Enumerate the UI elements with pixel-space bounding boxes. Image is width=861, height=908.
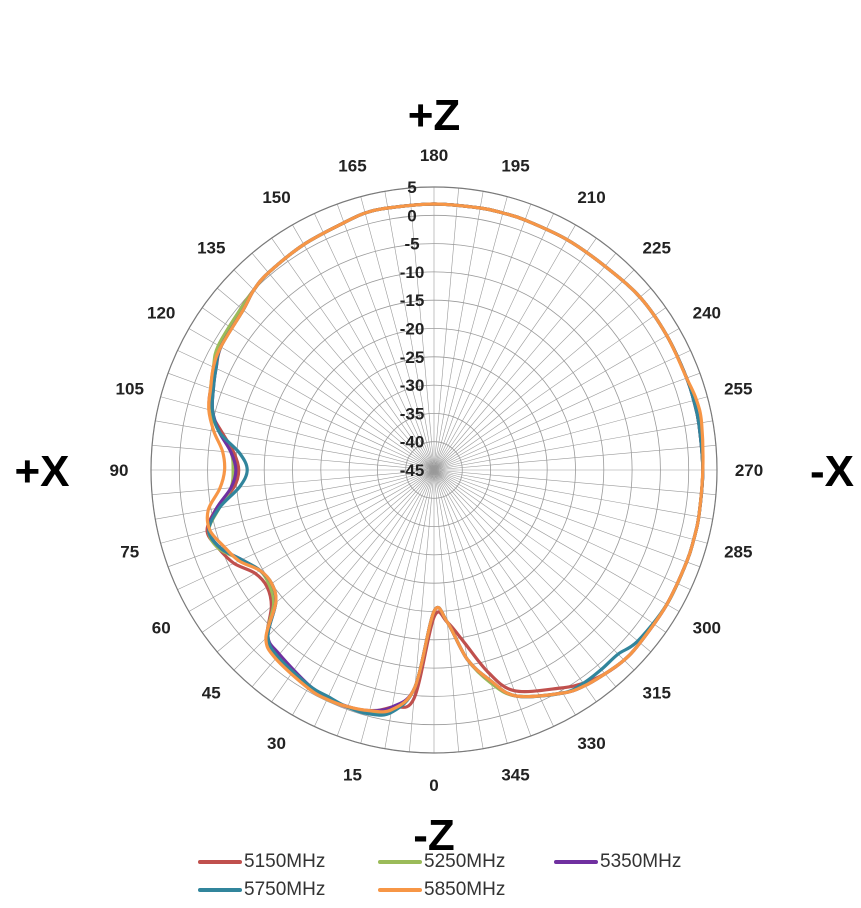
radial-tick-label: -35: [400, 404, 425, 423]
angle-tick-label: 225: [643, 238, 671, 257]
angle-tick-label: 30: [267, 734, 286, 753]
angle-tick-label: 270: [735, 461, 763, 480]
angle-tick-label: 255: [724, 379, 752, 398]
radial-tick-label: -15: [400, 291, 425, 310]
radial-tick-label: -10: [400, 263, 425, 282]
legend-entry: 5250MHz: [378, 850, 505, 874]
outer-ring: [150, 186, 718, 754]
legend-entry: 5750MHz: [198, 878, 325, 902]
angle-tick-label: 150: [262, 188, 290, 207]
radial-tick-label: -40: [400, 433, 425, 452]
radial-tick-label: -20: [400, 320, 425, 339]
grid-ring: [263, 299, 605, 641]
angle-tick-label: 45: [202, 684, 221, 703]
angle-tick-label: 90: [110, 461, 129, 480]
top-axis-label: +Z: [408, 91, 461, 140]
legend-swatch: [554, 860, 598, 864]
angle-tick-label: 15: [343, 765, 362, 784]
radial-tick-label: -5: [404, 235, 419, 254]
angle-tick-label: 195: [501, 157, 529, 176]
angle-tick-label: 135: [197, 238, 225, 257]
legend-entry: 5350MHz: [554, 850, 681, 874]
grid-ring: [207, 243, 661, 697]
angle-tick-label: 165: [338, 157, 366, 176]
angle-tick-label: 300: [693, 619, 721, 638]
series-line-5850MHz: [205, 202, 705, 714]
legend-label: 5150MHz: [244, 851, 326, 872]
angle-tick-label: 120: [147, 304, 175, 323]
bottom-axis-label: -Z: [413, 811, 455, 860]
legend-label: 5750MHz: [244, 879, 326, 900]
legend-swatch: [198, 860, 242, 864]
radial-tick-label: -30: [400, 376, 425, 395]
angle-labels: 0 15 30 45 60 75 90 105 120 135 150 165 180 195 210 225…: [110, 146, 764, 795]
grid-ring: [405, 441, 463, 499]
angle-tick-label: 105: [116, 379, 144, 398]
radial-tick-labels: 5 0 -5 -10 -15 -20 -25 -30 -35 -40 -45: [400, 178, 425, 480]
radial-tick-label: 5: [407, 178, 416, 197]
legend-swatch: [198, 888, 242, 892]
angle-tick-label: 75: [120, 543, 139, 562]
legend-label: 5350MHz: [600, 851, 682, 872]
angle-tick-label: 60: [152, 619, 171, 638]
angle-tick-label: 345: [501, 765, 529, 784]
legend-swatch: [378, 860, 422, 864]
angle-tick-label: 0: [429, 776, 438, 795]
right-axis-label: -X: [810, 447, 854, 496]
grid-ring: [320, 356, 548, 584]
radial-tick-label: 0: [407, 206, 416, 225]
legend-label: 5850MHz: [424, 879, 506, 900]
legend-swatch: [378, 888, 422, 892]
angle-tick-label: 330: [577, 734, 605, 753]
angle-tick-label: 210: [577, 188, 605, 207]
grid-ring: [376, 412, 491, 527]
radial-tick-label: -45: [400, 461, 425, 480]
angle-tick-label: 315: [643, 684, 671, 703]
grid-ring: [348, 384, 520, 556]
radial-tick-label: -25: [400, 348, 425, 367]
angle-tick-label: 180: [420, 146, 448, 165]
grid-ring: [178, 214, 690, 726]
angle-tick-label: 285: [724, 543, 752, 562]
series-lines: [205, 202, 705, 717]
angle-tick-label: 240: [693, 304, 721, 323]
legend-label: 5250MHz: [424, 851, 506, 872]
legend-entry: 5850MHz: [378, 878, 505, 902]
left-axis-label: +X: [14, 447, 69, 496]
legend-entry: 5150MHz: [198, 850, 325, 874]
